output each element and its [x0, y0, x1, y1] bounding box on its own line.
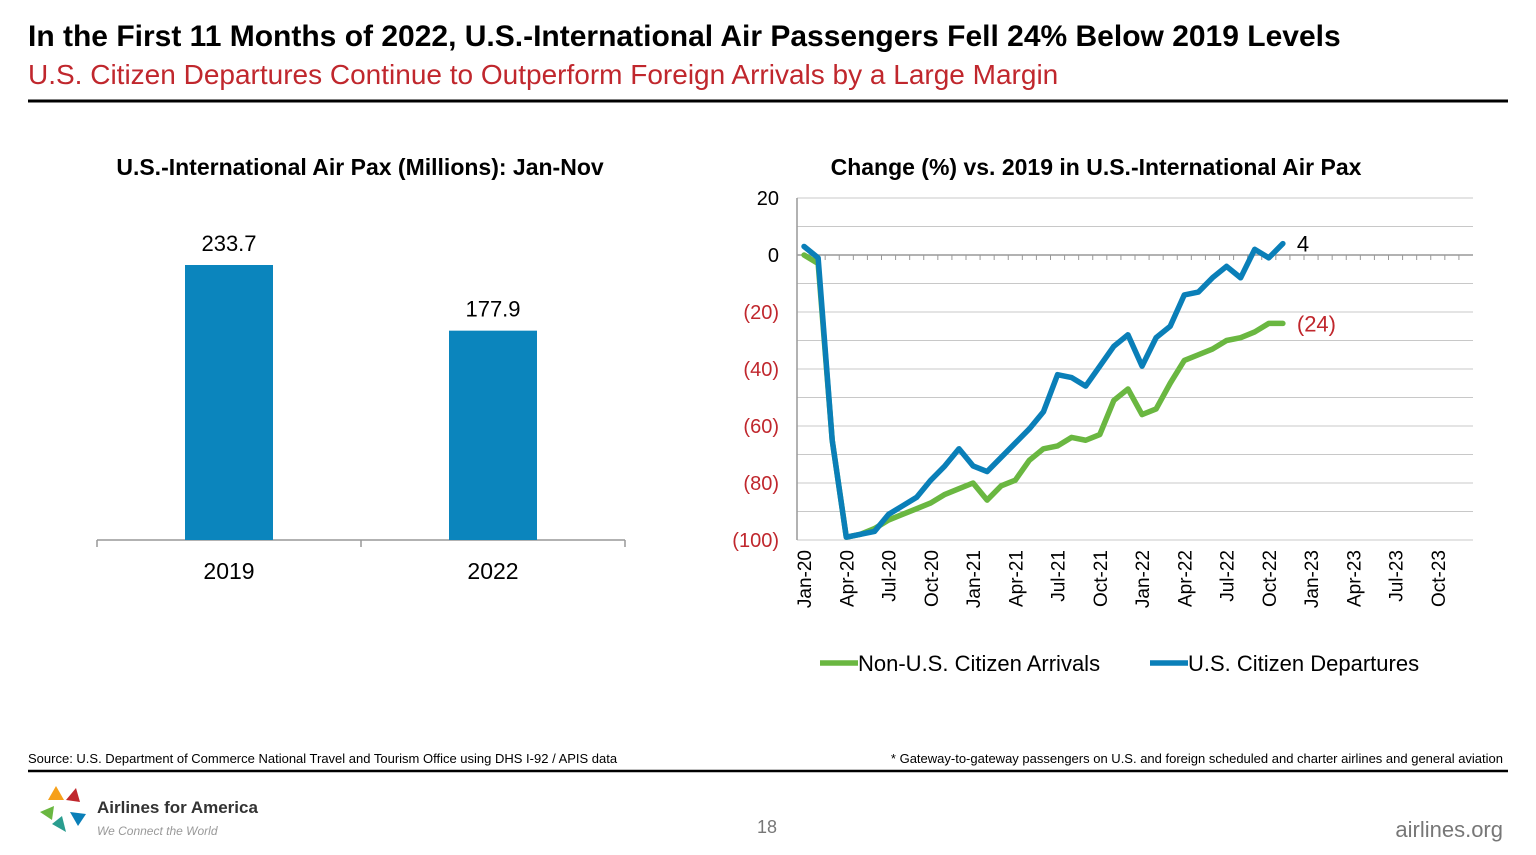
series-line: [801, 240, 1286, 540]
x-tick-label: Jan-21: [964, 550, 985, 608]
page-number: 18: [757, 817, 777, 837]
x-tick-label: Apr-22: [1175, 550, 1196, 607]
x-tick-label: Jul-20: [880, 550, 901, 602]
y-tick-label: 20: [757, 188, 779, 210]
y-tick-label: (100): [732, 530, 779, 552]
x-tick-label: 2019: [203, 558, 254, 584]
x-tick-label: 2022: [467, 558, 518, 584]
y-tick-label: (60): [743, 416, 779, 438]
slide-subtitle: U.S. Citizen Departures Continue to Outp…: [28, 59, 1058, 90]
bar: [449, 330, 537, 540]
logo-icon: [40, 786, 86, 832]
logo-text: Airlines for America: [97, 798, 258, 817]
y-tick-label: 0: [768, 245, 779, 267]
logo-tagline: We Connect the World: [97, 824, 218, 838]
y-tick-label: (80): [743, 473, 779, 495]
x-tick-label: Jul-21: [1049, 550, 1070, 602]
x-tick-label: Oct-21: [1091, 550, 1112, 607]
value-label: 177.9: [465, 297, 520, 322]
y-tick-label: (40): [743, 359, 779, 381]
legend-label: Non-U.S. Citizen Arrivals: [858, 651, 1100, 676]
bar: [185, 265, 273, 540]
x-tick-label: Oct-22: [1260, 550, 1281, 607]
x-tick-label: Jan-22: [1133, 550, 1154, 608]
site-url: airlines.org: [1395, 817, 1503, 842]
line-chart-title: Change (%) vs. 2019 in U.S.-Internationa…: [831, 154, 1362, 180]
bar-chart-title: U.S.-International Air Pax (Millions): J…: [116, 154, 604, 180]
slide-title: In the First 11 Months of 2022, U.S.-Int…: [28, 20, 1341, 53]
x-tick-label: Apr-20: [837, 550, 858, 607]
end-value-label: (24): [1297, 311, 1336, 336]
end-value-label: 4: [1297, 232, 1309, 257]
x-tick-label: Oct-23: [1429, 550, 1450, 607]
source-note: Source: U.S. Department of Commerce Nati…: [28, 751, 618, 766]
x-tick-label: Jul-22: [1218, 550, 1239, 602]
footnote: * Gateway-to-gateway passengers on U.S. …: [891, 751, 1503, 766]
x-tick-label: Apr-21: [1006, 550, 1027, 607]
value-label: 233.7: [201, 231, 256, 256]
x-tick-label: Jan-23: [1302, 550, 1323, 608]
x-tick-label: Apr-23: [1344, 550, 1365, 607]
y-tick-label: (20): [743, 302, 779, 324]
series-line: [801, 252, 1286, 540]
x-tick-label: Oct-20: [922, 550, 943, 607]
legend-label: U.S. Citizen Departures: [1188, 651, 1419, 676]
x-tick-label: Jan-20: [795, 550, 816, 608]
x-tick-label: Jul-23: [1387, 550, 1408, 602]
